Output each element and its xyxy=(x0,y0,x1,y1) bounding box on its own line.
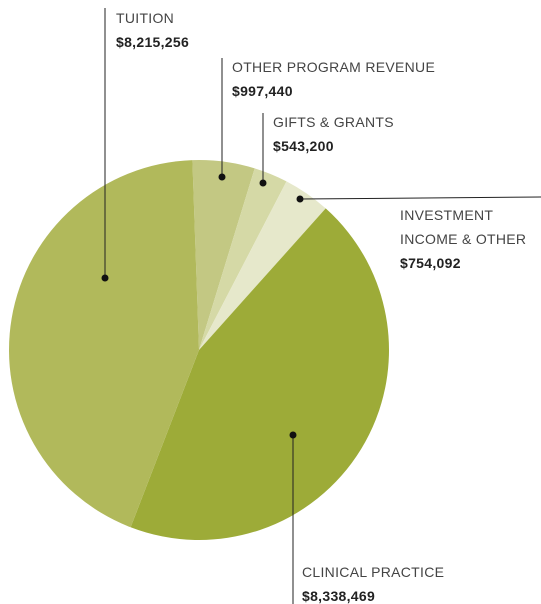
callout-dot xyxy=(218,173,226,181)
callout-label: GIFTS & GRANTS $543,200 xyxy=(273,110,473,158)
callout-dot xyxy=(296,195,304,203)
callout-label: TUITION $8,215,256 xyxy=(116,6,316,54)
category-label: OTHER PROGRAM REVENUE xyxy=(232,59,436,75)
category-label: INVESTMENT INCOME & OTHER xyxy=(400,207,527,247)
category-label: CLINICAL PRACTICE xyxy=(302,564,445,580)
callout-dot xyxy=(259,179,267,187)
leader-line xyxy=(299,196,541,200)
pie-slice xyxy=(130,208,390,541)
value-label: $8,215,256 xyxy=(116,34,190,50)
value-label: $754,092 xyxy=(400,255,461,271)
pie-slice xyxy=(192,159,255,350)
pie-slice xyxy=(8,160,200,528)
value-label: $8,338,469 xyxy=(302,588,376,604)
callout-dot xyxy=(101,274,109,282)
category-label: TUITION xyxy=(116,10,175,26)
callout-dot xyxy=(289,431,297,439)
category-label: GIFTS & GRANTS xyxy=(273,114,394,130)
callout-label: OTHER PROGRAM REVENUE $997,440 xyxy=(232,55,532,103)
value-label: $997,440 xyxy=(232,83,293,99)
value-label: $543,200 xyxy=(273,138,334,154)
callout-label: INVESTMENT INCOME & OTHER $754,092 xyxy=(400,203,540,275)
pie-slice xyxy=(199,168,287,350)
callout-label: CLINICAL PRACTICE $8,338,469 xyxy=(302,560,522,604)
pie-slice xyxy=(199,181,326,350)
